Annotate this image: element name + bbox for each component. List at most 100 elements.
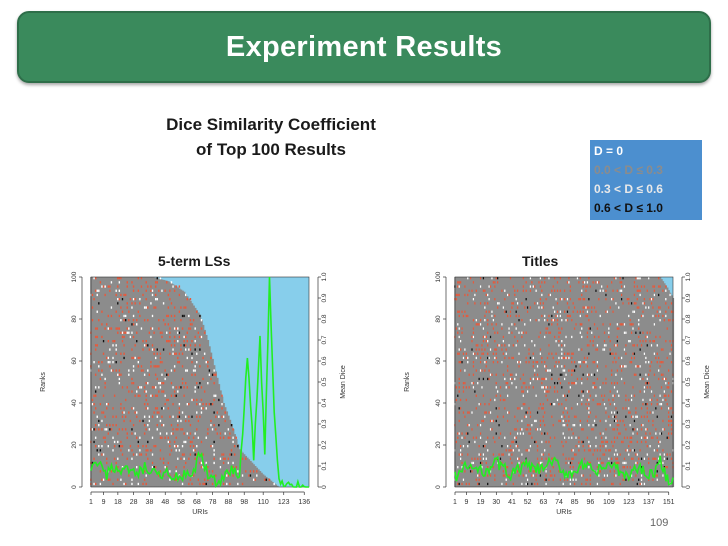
heatmap-cell (189, 424, 192, 427)
heatmap-cell (595, 445, 597, 448)
heatmap-cell (156, 298, 158, 301)
heatmap-cell (525, 289, 527, 292)
heatmap-column (599, 277, 602, 487)
heatmap-cell (640, 285, 643, 288)
heatmap-cell (539, 403, 542, 406)
heatmap-cell (467, 453, 469, 456)
heatmap-cell (464, 293, 466, 297)
heatmap-column (569, 277, 572, 487)
heatmap-cell (121, 453, 124, 456)
heatmap-cell (504, 474, 506, 477)
heatmap-cell (652, 411, 654, 414)
heatmap-cell (571, 373, 573, 376)
heatmap-cell (134, 302, 136, 305)
heatmap-cell (189, 453, 192, 456)
heatmap-cell (471, 340, 473, 343)
heatmap-cell (638, 327, 640, 330)
heatmap-cell (455, 386, 457, 389)
heatmap-cell (458, 382, 460, 385)
heatmap-cell (531, 424, 533, 427)
heatmap-cell (478, 445, 480, 448)
heatmap-cell (188, 482, 190, 486)
y2-tick-label: 0.9 (321, 293, 328, 302)
heatmap-cell (619, 453, 621, 456)
heatmap-cell (161, 331, 163, 334)
heatmap-cell (123, 407, 125, 410)
heatmap-cell (118, 382, 121, 385)
y-tick-label: 100 (71, 271, 78, 282)
heatmap-cell (180, 457, 182, 460)
heatmap-cell (511, 449, 513, 452)
heatmap-cell (658, 440, 660, 444)
heatmap-cell (538, 306, 540, 309)
heatmap-cell (602, 461, 604, 465)
heatmap-cell (572, 432, 574, 435)
heatmap-cell (491, 428, 493, 431)
heatmap-cell (655, 432, 657, 435)
heatmap-cell (94, 482, 97, 486)
heatmap-column (188, 298, 191, 487)
heatmap-cell (113, 340, 116, 343)
heatmap-cell (522, 474, 524, 477)
heatmap-cell (643, 285, 646, 288)
y-tick-label: 60 (71, 357, 78, 365)
heatmap-cell (177, 340, 179, 343)
heatmap-cell (581, 293, 583, 297)
y2-tick-label: 0.1 (685, 461, 692, 470)
heatmap-cell (564, 377, 566, 381)
heatmap-cell (638, 365, 640, 368)
heatmap-cell (487, 482, 489, 486)
heatmap-column (668, 290, 670, 487)
heatmap-cell (551, 474, 553, 477)
heatmap-cell (492, 436, 495, 439)
heatmap-cell (613, 411, 616, 414)
heatmap-cell (515, 386, 517, 389)
heatmap-cell (620, 289, 623, 292)
heatmap-cell (575, 323, 577, 326)
heatmap-cell (535, 361, 537, 364)
heatmap-cell (175, 449, 177, 452)
heatmap-cell (511, 382, 513, 385)
heatmap-cell (504, 289, 506, 292)
heatmap-cell (180, 348, 182, 351)
heatmap-cell (559, 373, 562, 376)
heatmap-cell (603, 340, 606, 343)
legend-item-zero: D = 0 (594, 144, 624, 158)
heatmap-column (115, 277, 118, 487)
heatmap-cell (112, 361, 114, 364)
heatmap-cell (508, 331, 510, 334)
heatmap-cell (213, 369, 215, 372)
heatmap-cell (564, 310, 566, 313)
heatmap-column (249, 460, 252, 487)
heatmap-cell (132, 424, 135, 427)
heatmap-cell (219, 432, 222, 435)
heatmap-cell (194, 432, 196, 435)
heatmap-cell (177, 361, 179, 364)
heatmap-column (265, 476, 268, 487)
heatmap-cell (484, 348, 486, 351)
heatmap-cell (670, 407, 673, 410)
x-tick-label: 98 (240, 499, 248, 506)
heatmap-cell (660, 403, 663, 406)
heatmap-cell (635, 331, 637, 334)
heatmap-cell (568, 457, 570, 460)
heatmap-cell (586, 306, 589, 309)
heatmap-cell (151, 327, 154, 330)
heatmap-cell (642, 314, 644, 318)
heatmap-cell (616, 453, 618, 456)
heatmap-cell (458, 411, 460, 414)
heatmap-cell (196, 403, 198, 406)
heatmap-column (588, 277, 591, 487)
heatmap-cell (196, 415, 198, 418)
heatmap-column (487, 277, 489, 487)
heatmap-cell (613, 436, 616, 439)
heatmap-cell (554, 319, 556, 322)
heatmap-cell (565, 457, 567, 460)
heatmap-cell (596, 449, 599, 452)
heatmap-cell (205, 403, 207, 406)
heatmap-cell (173, 390, 176, 393)
heatmap-cell (602, 445, 604, 448)
heatmap-cell (552, 478, 554, 481)
heatmap-cell (572, 382, 574, 385)
heatmap-cell (633, 352, 636, 355)
